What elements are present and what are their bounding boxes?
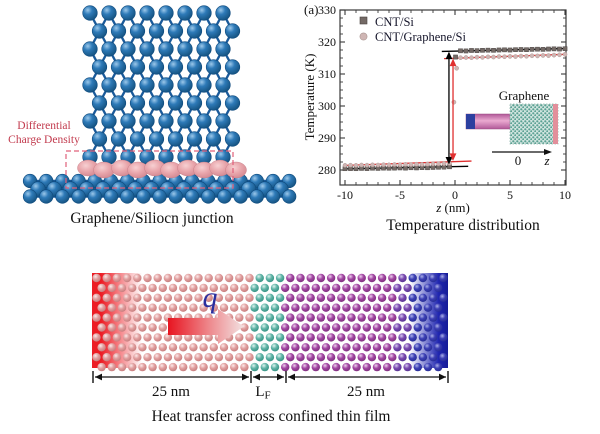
heat-flux-arrow bbox=[168, 309, 244, 344]
y-axis-label: Temperature (K) bbox=[302, 54, 317, 141]
charge-density-annotation-line1: Differential bbox=[17, 120, 70, 132]
junction-caption: Graphene/Siliocn junction bbox=[70, 210, 233, 227]
film-heat-transfer-image: q 25 nm LF 25 nm Heat transfer across co… bbox=[92, 273, 449, 425]
temperature-plot-panel: (a) -10 -5 0 5 10 280 290 300 310 320 330 CNT/Si C… bbox=[300, 0, 600, 235]
svg-text:-5: -5 bbox=[395, 188, 405, 202]
film-strip bbox=[92, 273, 448, 372]
panel-tag: (a) bbox=[304, 2, 318, 17]
inset-substrate-block bbox=[509, 103, 559, 145]
film-span-label: LF bbox=[255, 384, 270, 402]
svg-text:290: 290 bbox=[318, 131, 336, 145]
charge-density-blobs bbox=[77, 159, 247, 179]
charge-density-roi-box bbox=[65, 150, 234, 189]
svg-text:280: 280 bbox=[318, 163, 336, 177]
legend-marker-square bbox=[359, 16, 368, 25]
inset-z-axis-arrowhead bbox=[544, 149, 552, 155]
film-span-main: L bbox=[255, 384, 264, 400]
svg-text:330: 330 bbox=[318, 3, 336, 17]
axis-ticks bbox=[340, 9, 566, 185]
film-atoms bbox=[92, 273, 448, 372]
svg-text:320: 320 bbox=[318, 35, 336, 49]
legend-entry-cnt-si: CNT/Si bbox=[375, 15, 414, 29]
x-axis-variable: z bbox=[435, 200, 441, 215]
x-axis-label: z (nm) bbox=[435, 200, 470, 215]
cnt-atoms bbox=[82, 5, 241, 165]
svg-text:-10: -10 bbox=[337, 188, 353, 202]
dimension-annotations bbox=[92, 371, 449, 383]
plot-frame bbox=[339, 9, 567, 186]
svg-text:0: 0 bbox=[452, 188, 458, 202]
charge-density-annotation-line2: Charge Density bbox=[8, 134, 80, 146]
inset-rod-cap bbox=[466, 114, 475, 129]
temperature-jump-arrows bbox=[445, 51, 457, 165]
temperature-caption: Temperature distribution bbox=[386, 217, 540, 234]
svg-text:5: 5 bbox=[507, 188, 513, 202]
heat-flux-symbol: q bbox=[203, 281, 218, 314]
inset-origin-label: 0 bbox=[515, 153, 522, 168]
inset-graphene-edge-strip bbox=[553, 104, 558, 144]
junction-structure-image: Differential Charge Density Graphene/Sil… bbox=[8, 5, 297, 227]
left-span-label: 25 nm bbox=[152, 384, 190, 400]
svg-text:10: 10 bbox=[559, 188, 571, 202]
x-axis-unit: (nm) bbox=[441, 200, 470, 215]
legend-marker-circle bbox=[359, 32, 368, 41]
inset-schematic: Graphene 0 z bbox=[465, 88, 559, 168]
right-span-label: 25 nm bbox=[347, 384, 385, 400]
junction-structure-panel: Differential Charge Density Graphene/Sil… bbox=[0, 0, 300, 235]
svg-text:310: 310 bbox=[318, 67, 336, 81]
film-span-subscript: F bbox=[265, 390, 271, 402]
svg-text:300: 300 bbox=[318, 99, 336, 113]
temperature-plot: (a) -10 -5 0 5 10 280 290 300 310 320 330 CNT/Si C… bbox=[302, 2, 571, 234]
inset-z-label: z bbox=[543, 153, 549, 168]
film-caption: Heat transfer across confined thin film bbox=[152, 408, 391, 425]
axis-tick-labels: -10 -5 0 5 10 280 290 300 310 320 330 bbox=[318, 3, 571, 202]
legend: CNT/Si CNT/Graphene/Si bbox=[359, 15, 466, 44]
film-heat-transfer-panel: q 25 nm LF 25 nm Heat transfer across co… bbox=[60, 255, 540, 434]
legend-entry-cnt-graphene-si: CNT/Graphene/Si bbox=[375, 30, 466, 44]
inset-graphene-label: Graphene bbox=[499, 88, 550, 103]
